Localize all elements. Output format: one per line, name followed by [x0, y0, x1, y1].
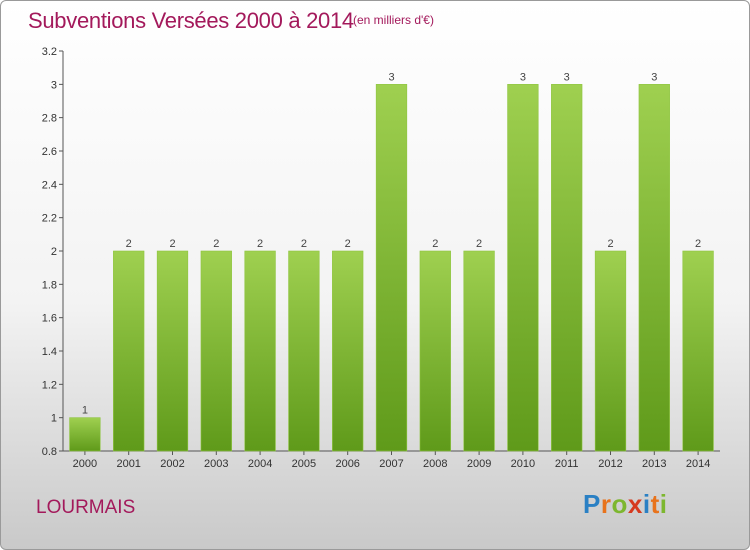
y-tick-label: 3.2 — [42, 46, 57, 58]
x-tick-label: 2007 — [379, 458, 403, 470]
value-label: 2 — [257, 238, 263, 250]
x-tick-label: 2010 — [511, 458, 535, 470]
logo-letter: P — [583, 489, 601, 519]
value-label: 2 — [345, 238, 351, 250]
bar-2008 — [419, 250, 451, 452]
bar-2013 — [638, 84, 670, 452]
labels: 0.8 1 1.2 1.4 1.6 1.8 2 2.2 2.4 2.6 2.8 3 3.2 1 2000 2 2… — [42, 46, 711, 470]
bars — [69, 84, 714, 452]
y-tick-label: 2.2 — [42, 213, 57, 225]
value-label: 2 — [607, 238, 613, 250]
logo-letter: r — [600, 489, 612, 519]
y-tick-label: 2.8 — [42, 113, 57, 125]
bar-2000 — [69, 417, 101, 452]
y-tick-label: 1.4 — [42, 346, 57, 358]
x-tick-label: 2013 — [642, 458, 666, 470]
x-tick-label: 2003 — [204, 458, 228, 470]
logo-letter: o — [611, 489, 628, 519]
logo-letter: i — [659, 489, 668, 519]
x-tick-label: 2009 — [467, 458, 491, 470]
chart-subtitle: (en milliers d'€) — [353, 13, 434, 27]
value-label: 3 — [388, 71, 394, 83]
bar-2011 — [551, 84, 583, 452]
y-tick-label: 2.6 — [42, 146, 57, 158]
x-tick-label: 2005 — [292, 458, 316, 470]
x-tick-label: 2001 — [116, 458, 140, 470]
bar-2010 — [507, 84, 539, 452]
x-tick-label: 2008 — [423, 458, 447, 470]
x-tick-label: 2004 — [248, 458, 272, 470]
bar-2009 — [463, 250, 495, 452]
x-tick-label: 2012 — [598, 458, 622, 470]
bar-2002 — [156, 250, 189, 452]
x-tick-label: 2014 — [686, 458, 710, 470]
value-label: 3 — [564, 71, 570, 83]
value-label: 2 — [301, 238, 307, 250]
y-tick-label: 1.2 — [42, 379, 57, 391]
proxiti-logo[interactable]: Proxiti — [583, 489, 667, 520]
x-tick-label: 2002 — [160, 458, 184, 470]
value-label: 3 — [651, 71, 657, 83]
logo-letter: t — [650, 489, 660, 519]
value-label: 1 — [82, 405, 88, 417]
chart-title: Subventions Versées 2000 à 2014 — [28, 8, 354, 33]
y-tick-label: 1.6 — [42, 313, 57, 325]
x-tick-label: 2011 — [555, 458, 579, 470]
value-label: 2 — [126, 238, 132, 250]
value-label: 2 — [213, 238, 219, 250]
bar-2012 — [594, 250, 627, 452]
y-tick-label: 0.8 — [42, 446, 57, 458]
bar-2003 — [200, 250, 232, 452]
y-tick-label: 2 — [51, 246, 57, 258]
logo-letter: i — [642, 489, 651, 519]
value-label: 3 — [520, 71, 526, 83]
bar-2004 — [244, 250, 276, 452]
bar-2005 — [288, 250, 320, 452]
bar-2014 — [682, 250, 714, 452]
y-tick-label: 3 — [51, 79, 57, 91]
bar-2006 — [332, 250, 364, 452]
logo-letter: x — [627, 489, 643, 519]
x-tick-label: 2000 — [73, 458, 97, 470]
value-label: 2 — [169, 238, 175, 250]
y-tick-label: 1 — [51, 413, 57, 425]
value-label: 2 — [695, 238, 701, 250]
value-label: 2 — [476, 238, 482, 250]
value-label: 2 — [432, 238, 438, 250]
bar-2001 — [113, 250, 145, 452]
y-tick-label: 2.4 — [42, 179, 57, 191]
bar-2007 — [375, 84, 408, 452]
x-tick-label: 2006 — [335, 458, 359, 470]
place-name: LOURMAIS — [36, 497, 136, 518]
y-tick-label: 1.8 — [42, 279, 57, 291]
